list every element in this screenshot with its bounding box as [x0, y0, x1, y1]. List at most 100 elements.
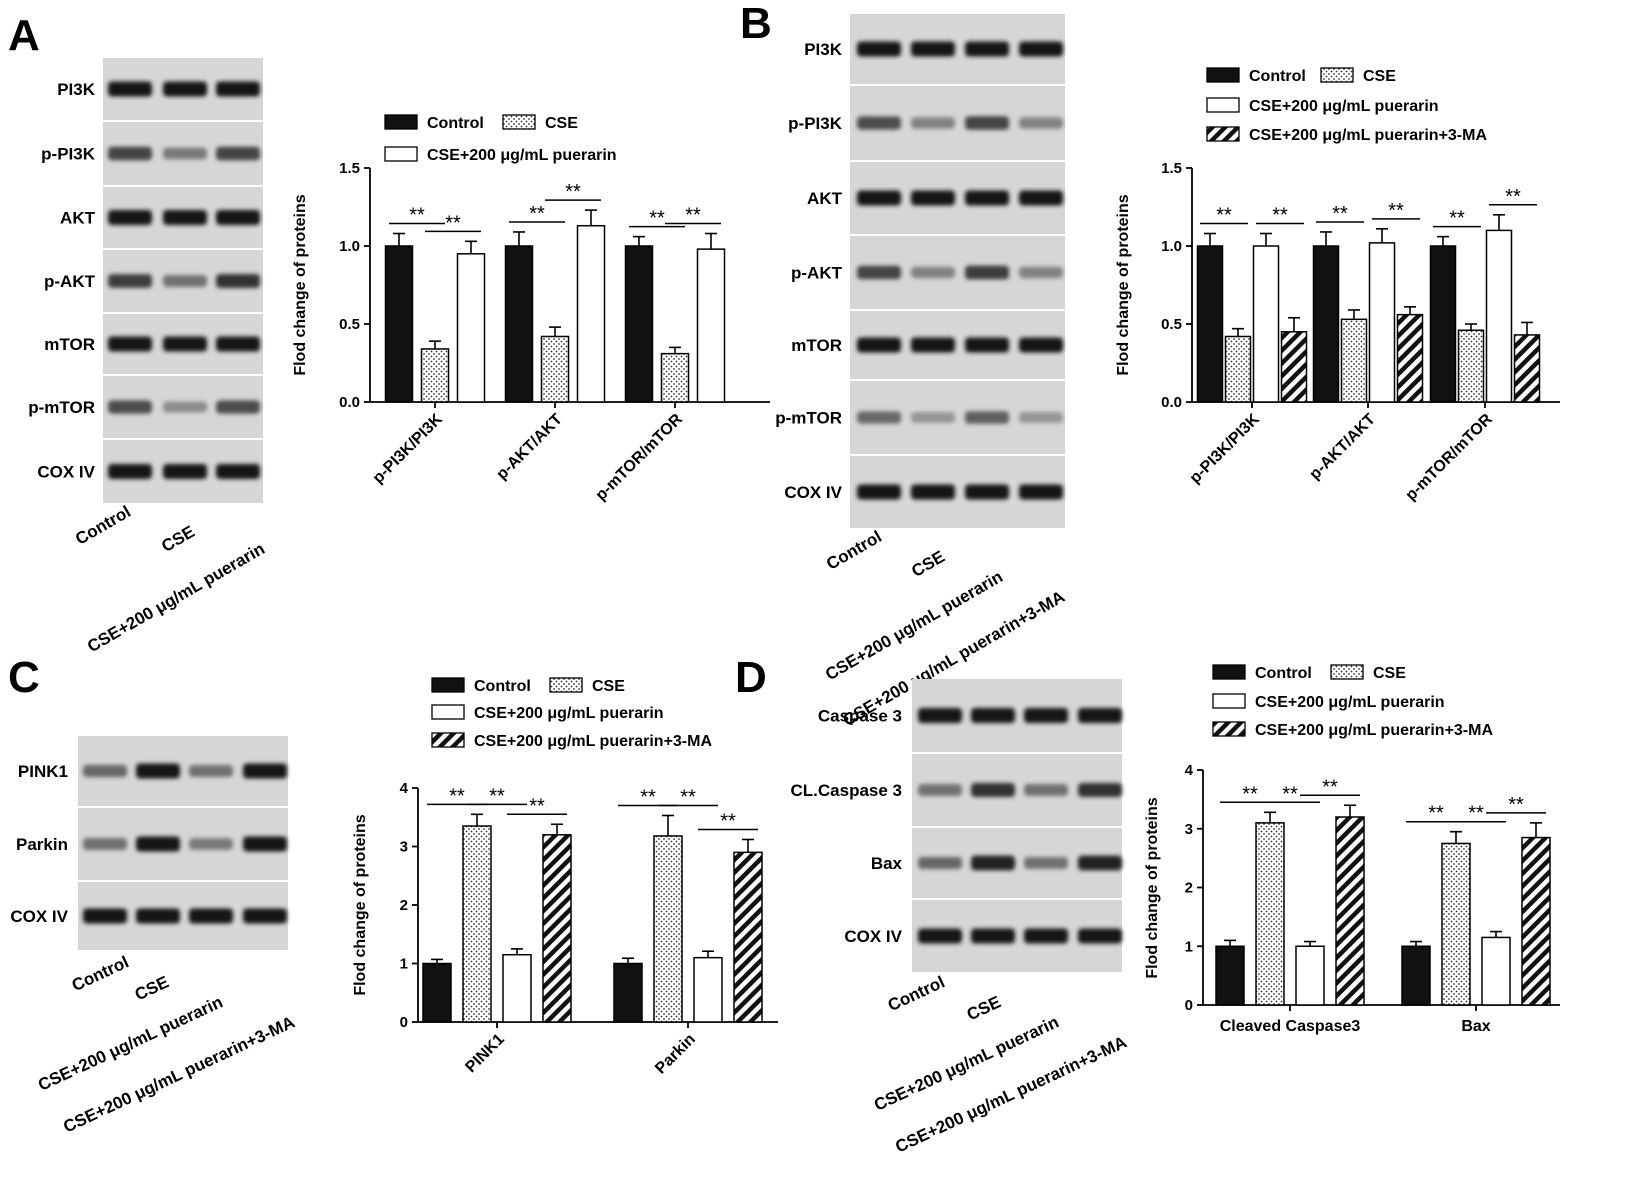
significance-label: ** — [1508, 794, 1524, 816]
lane-label: Control — [69, 952, 132, 995]
legend-swatch — [1320, 67, 1354, 83]
blot-band — [136, 908, 180, 924]
bar — [576, 224, 606, 403]
y-tick-label: 0 — [1185, 997, 1193, 1014]
category-label: p-PI3K/PI3K — [1187, 410, 1263, 486]
significance-label: ** — [449, 785, 465, 807]
blot-band — [965, 41, 1009, 57]
panel-letter: C — [8, 653, 40, 702]
significance-label: ** — [1449, 208, 1465, 230]
blot-band — [108, 81, 152, 97]
bar — [540, 335, 570, 403]
bar — [1368, 242, 1396, 403]
blot-band — [108, 146, 152, 161]
western-blot: PI3K p-PI3K AKT p-AKT mTOR p-mTOR COX IV Contro… — [28, 58, 268, 656]
protein-label: p-AKT — [791, 264, 843, 283]
panel-b: B PI3K p-PI3K AKT p-AKT mTOR p-mTOR COX IV Contr… — [740, 0, 1560, 730]
panel-letter: A — [8, 11, 40, 60]
bar — [693, 956, 723, 1023]
significance-label: ** — [685, 205, 701, 227]
blot-band — [857, 190, 901, 206]
bar — [1485, 229, 1513, 403]
bar — [1521, 836, 1551, 1006]
legend: Control CSE CSE+200 μg/mL puerarin CSE+200 … — [431, 677, 712, 750]
blot-band — [163, 81, 207, 97]
protein-label: COX IV — [844, 927, 902, 946]
significance-label: ** — [409, 205, 425, 227]
protein-label: mTOR — [44, 335, 95, 354]
y-tick-label: 2 — [1185, 880, 1193, 897]
protein-label: AKT — [60, 209, 96, 228]
legend-entry: Control — [474, 678, 531, 695]
bar — [1396, 313, 1424, 403]
bar — [613, 962, 643, 1023]
blot-band — [918, 928, 962, 944]
protein-label: Caspase 3 — [818, 707, 902, 726]
protein-label: p-mTOR — [28, 398, 95, 417]
blot-band — [971, 782, 1015, 798]
blot-band — [216, 273, 260, 289]
y-tick-label: 1.5 — [339, 160, 360, 177]
blot-band — [1019, 484, 1063, 500]
blot-band — [243, 908, 287, 924]
lane-label: CSE+200 μg/mL puerarin — [871, 1012, 1062, 1114]
category-label: p-PI3K/PI3K — [370, 410, 446, 486]
bar — [384, 245, 414, 403]
legend-swatch — [502, 114, 536, 130]
protein-label: Parkin — [16, 835, 68, 854]
legend-swatch — [1212, 721, 1246, 737]
blot-band — [163, 401, 207, 413]
legend-entry: CSE+200 μg/mL puerarin+3-MA — [474, 733, 712, 750]
blot-band — [1024, 928, 1068, 944]
significance-label: ** — [1216, 205, 1232, 227]
bar — [456, 253, 486, 403]
significance-label: ** — [1428, 803, 1444, 825]
legend-swatch — [549, 677, 583, 693]
blot-band — [243, 836, 287, 852]
blot-band — [83, 908, 127, 924]
bar — [504, 245, 534, 403]
blot-band — [857, 337, 901, 353]
blot-band — [1019, 266, 1063, 279]
legend: Control CSE CSE+200 μg/mL puerarin CSE+200 … — [1212, 664, 1493, 739]
significance-label: ** — [529, 203, 545, 225]
legend-swatch — [431, 677, 465, 693]
blot-band — [163, 275, 207, 287]
bar — [1255, 822, 1285, 1006]
blot-band — [911, 484, 955, 500]
legend-swatch — [1206, 67, 1240, 83]
legend-entry: Control — [1249, 68, 1306, 85]
legend-entry: Control — [1255, 665, 1312, 682]
blot-band — [163, 147, 207, 160]
blot-band — [83, 838, 127, 850]
blot-band — [911, 266, 955, 279]
bar — [1481, 936, 1511, 1006]
blot-band — [189, 908, 233, 924]
blot-band — [1078, 855, 1122, 871]
blot-band — [216, 81, 260, 97]
bar — [1513, 334, 1541, 403]
blot-band — [136, 763, 180, 779]
legend-swatch — [1212, 693, 1246, 709]
lane-label: CSE — [132, 972, 172, 1004]
significance-label: ** — [680, 786, 696, 808]
blot-band — [1078, 708, 1122, 723]
significance-label: ** — [529, 795, 545, 817]
y-axis-title: Flod change of proteins — [1115, 194, 1132, 375]
blot-band — [1078, 928, 1122, 944]
lane-label: CSE — [158, 522, 198, 556]
blot-band — [965, 411, 1009, 424]
blot-band — [216, 210, 260, 225]
blot-band — [163, 464, 207, 479]
y-axis-title: Flod change of proteins — [1144, 797, 1161, 978]
bar — [1196, 245, 1224, 403]
bar — [1280, 331, 1308, 403]
legend-entry: CSE+200 μg/mL puerarin — [1255, 694, 1445, 711]
bar — [1335, 816, 1365, 1006]
legend: Control CSE CSE+200 μg/mL puerarin — [384, 114, 617, 164]
legend-entry: CSE — [1363, 68, 1396, 85]
blot-band — [971, 928, 1015, 944]
bar — [1429, 245, 1457, 403]
panel-letter: B — [740, 0, 772, 48]
